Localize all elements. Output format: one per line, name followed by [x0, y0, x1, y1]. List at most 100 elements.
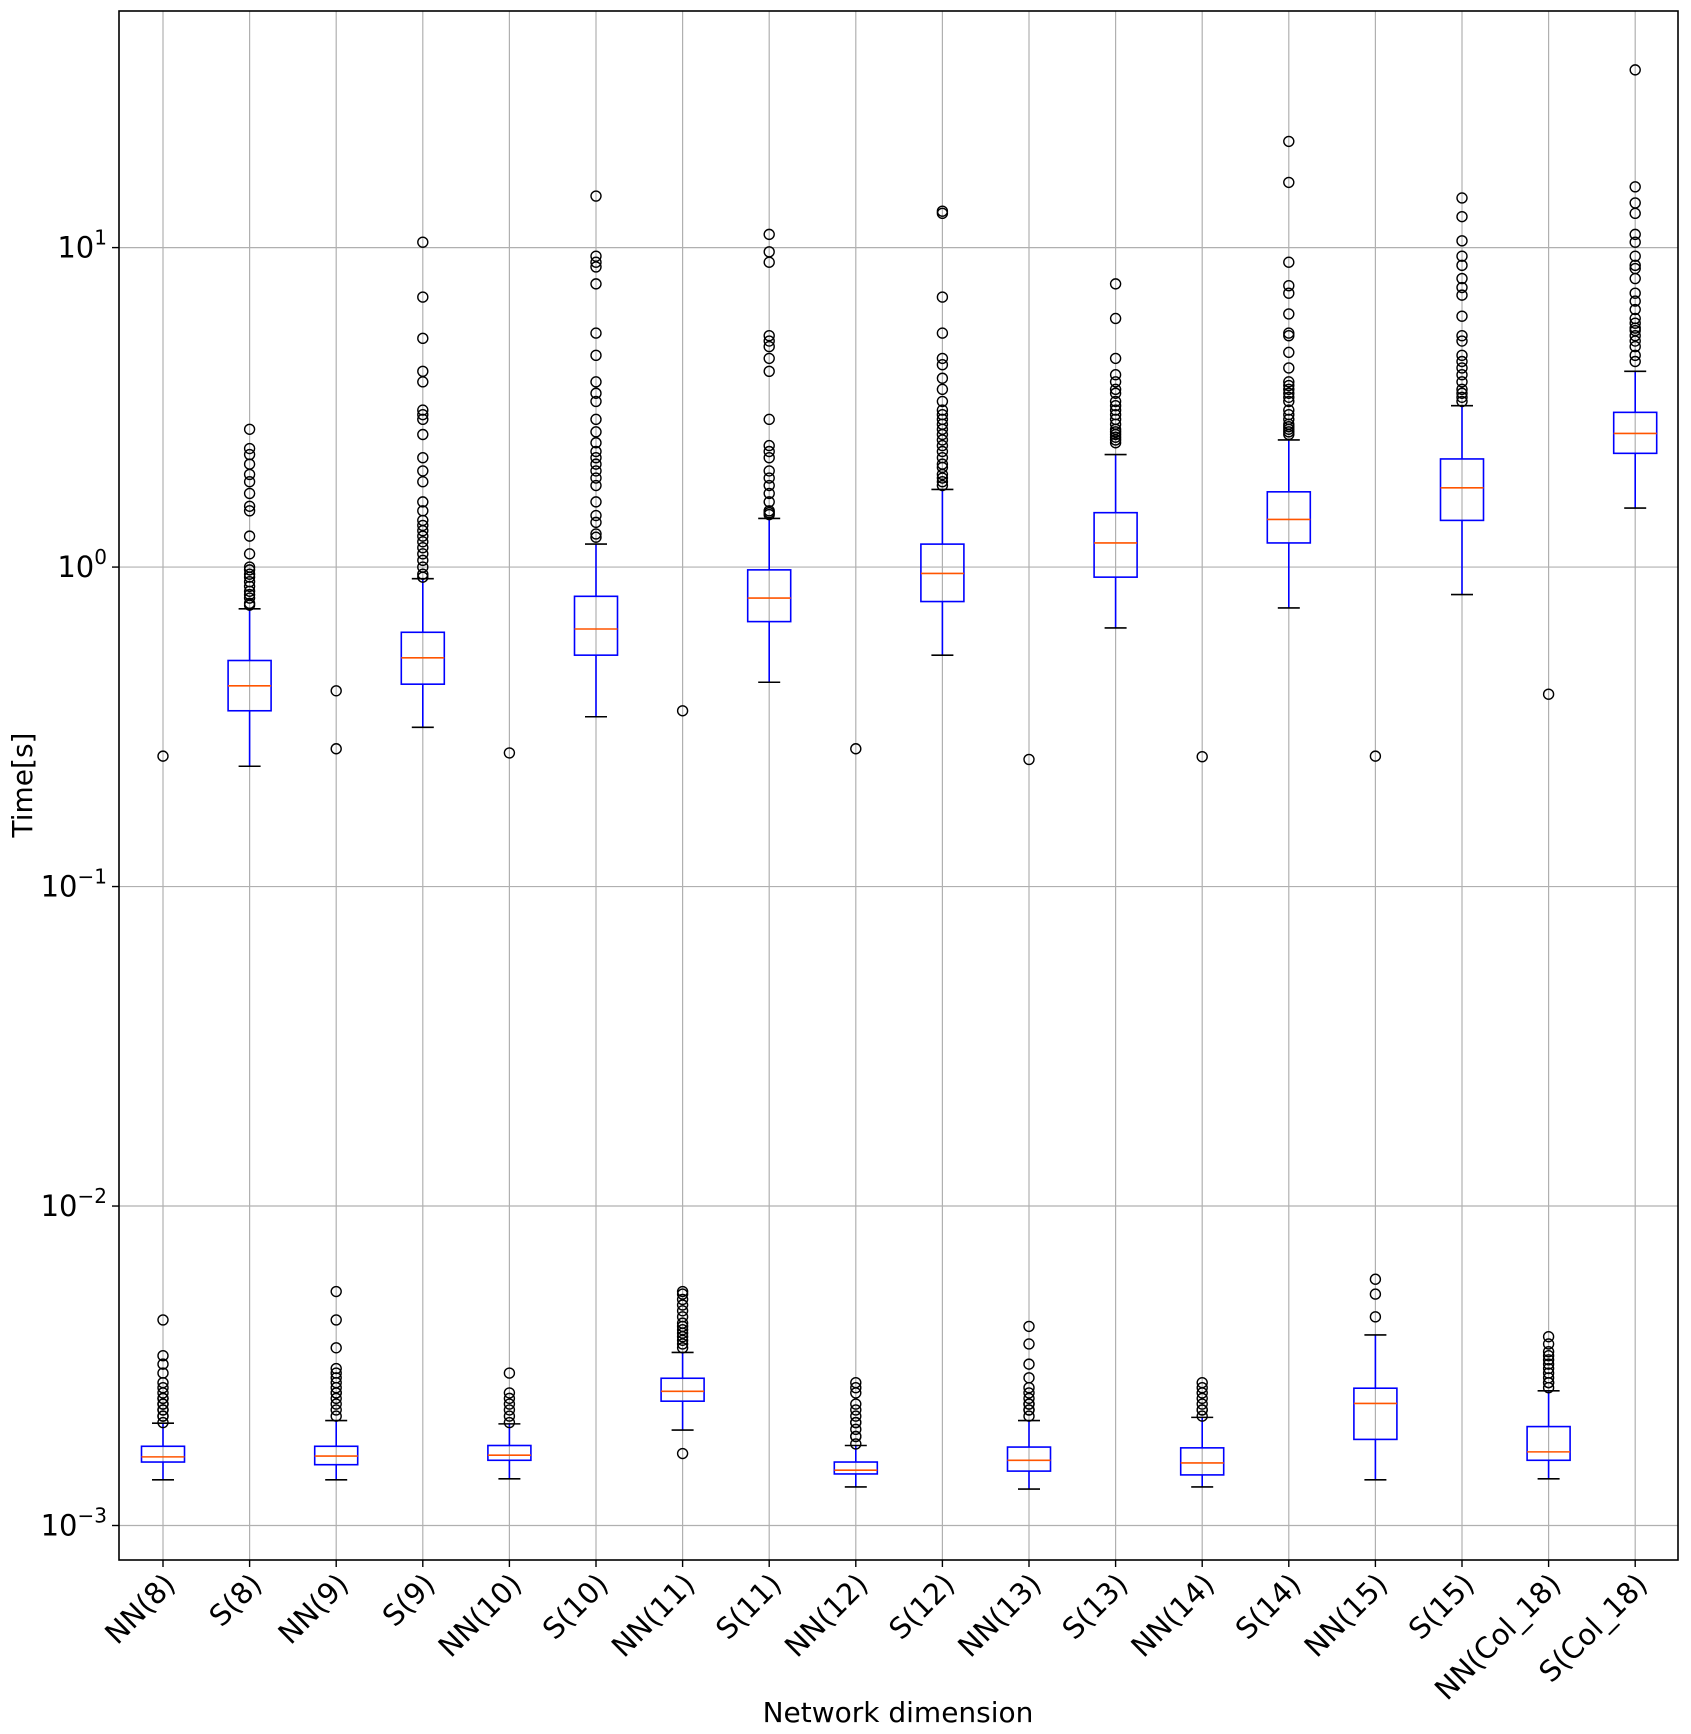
outlier-point: [590, 509, 602, 522]
outlier-point: [243, 585, 256, 597]
outlier-point: [417, 476, 429, 488]
outlier-point: [1629, 295, 1641, 307]
outlier-point: [936, 445, 949, 458]
x-axis-ticks: NN(8) S(8) NN(9) S(9)NN(10) S(10)NN(11) S(11)…: [98, 1560, 1654, 1707]
outlier-point: [676, 1334, 689, 1346]
outlier-point: [1456, 210, 1468, 223]
outlier-point: [1456, 395, 1468, 408]
outlier-point: [936, 479, 949, 492]
outlier-point: [1456, 362, 1468, 374]
outlier-point: [1196, 1387, 1208, 1399]
outlier-point: [1456, 272, 1468, 285]
outlier-point: [1109, 312, 1122, 325]
outlier-point: [503, 1410, 516, 1422]
box-group: [660, 705, 705, 1460]
outlier-point: [157, 1358, 169, 1370]
outlier-point: [590, 190, 602, 202]
outlier-point: [590, 395, 602, 408]
outlier-point: [417, 541, 429, 554]
outlier-point: [1283, 383, 1295, 396]
iqr-box: [573, 595, 619, 656]
y-axis-label: Time[s]: [6, 733, 39, 839]
outlier-point: [1629, 250, 1641, 262]
outlier-point: [1196, 1404, 1208, 1416]
outlier-point: [1283, 308, 1295, 320]
outlier-point: [243, 442, 256, 455]
outlier-point: [243, 468, 256, 481]
x-tick-label: NN(11): [605, 1567, 702, 1664]
outlier-point: [417, 236, 429, 248]
outlier-point: [1283, 404, 1295, 416]
box-group: [1612, 64, 1658, 509]
y-tick-label: 10−3: [41, 1504, 107, 1543]
y-tick-label: 101: [57, 226, 107, 265]
outlier-point: [243, 476, 256, 488]
outlier-point: [1456, 355, 1468, 368]
outlier-point: [330, 1362, 342, 1375]
outlier-point: [936, 428, 949, 441]
outlier-point: [417, 496, 429, 508]
outlier-point: [1023, 1404, 1035, 1416]
iqr-box: [1093, 511, 1138, 578]
outlier-point: [1456, 383, 1468, 396]
outlier-point: [1023, 1338, 1035, 1350]
outlier-point: [503, 1398, 516, 1410]
outlier-point: [1283, 387, 1295, 399]
box-plot-series: [140, 64, 1658, 1490]
outlier-point: [936, 327, 949, 339]
outlier-point: [1542, 1362, 1555, 1375]
outlier-point: [1196, 1398, 1208, 1410]
y-axis-ticks: 10−3 10−2 10−1 100 101: [41, 226, 119, 1543]
outlier-point: [1629, 317, 1641, 329]
outlier-point: [590, 472, 602, 484]
box-group: [1439, 192, 1485, 596]
outlier-point: [676, 705, 689, 717]
outlier-point: [590, 387, 602, 399]
outlier-point: [417, 376, 429, 388]
outlier-point: [590, 496, 602, 508]
outlier-point: [590, 376, 602, 388]
outlier-point: [676, 1342, 689, 1354]
x-tick-label: NN(10): [432, 1567, 529, 1664]
box-group: [1266, 135, 1312, 609]
outlier-point: [1542, 1350, 1555, 1362]
outlier-point: [417, 530, 429, 542]
outlier-point: [1196, 1392, 1208, 1405]
outlier-point: [243, 564, 256, 576]
outlier-point: [1629, 228, 1641, 241]
x-tick-label: S(14): [1229, 1567, 1308, 1646]
outlier-point: [936, 434, 949, 446]
outlier-point: [763, 508, 775, 521]
outlier-point: [243, 580, 256, 593]
outlier-point: [503, 1404, 516, 1416]
x-tick-label: S(15): [1402, 1567, 1481, 1646]
box-group: [1179, 750, 1225, 1488]
box-group: [833, 743, 879, 1488]
outlier-point: [1629, 181, 1641, 193]
iqr-box: [1179, 1447, 1225, 1476]
outlier-point: [1629, 340, 1641, 353]
outlier-point: [936, 291, 949, 303]
outlier-point: [1456, 391, 1468, 403]
outlier-point: [417, 548, 429, 560]
outlier-point: [676, 1305, 689, 1317]
outlier-point: [1542, 688, 1555, 700]
outlier-point: [850, 1381, 862, 1394]
box-group: [1353, 750, 1398, 1481]
outlier-point: [243, 500, 256, 512]
outlier-point: [417, 571, 429, 583]
outlier-point: [330, 1410, 342, 1422]
outlier-point: [590, 327, 602, 339]
outlier-point: [1629, 64, 1641, 76]
outlier-point: [763, 340, 775, 353]
outlier-point: [1629, 349, 1641, 362]
outlier-point: [763, 472, 775, 484]
outlier-point: [1456, 349, 1468, 362]
plot-frame: [118, 10, 1679, 1561]
iqr-box: [1266, 491, 1312, 544]
x-tick-label: NN(13): [951, 1567, 1048, 1664]
outlier-point: [676, 1338, 689, 1350]
outlier-point: [1369, 1273, 1382, 1285]
iqr-box: [1439, 458, 1485, 522]
outlier-point: [590, 528, 602, 540]
